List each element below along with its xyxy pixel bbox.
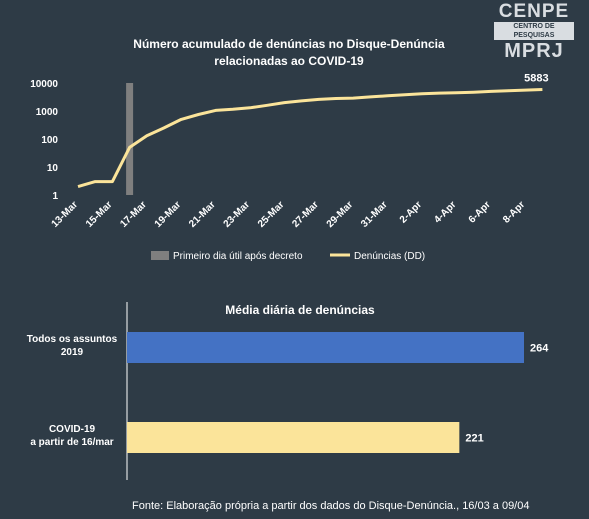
cumulative-complaints-chart: Número acumulado de denúncias no Disque-… xyxy=(30,37,548,262)
y-tick-label: 1 xyxy=(52,191,58,202)
x-tick-label: 6-Apr xyxy=(467,199,493,225)
bar-1 xyxy=(127,422,460,453)
y-tick-label: 1000 xyxy=(36,107,59,118)
bar-value-label: 221 xyxy=(465,433,483,445)
x-tick-label: 17-Mar xyxy=(118,199,149,230)
x-tick-label: 29-Mar xyxy=(325,199,356,230)
x-tick-label: 23-Mar xyxy=(222,199,253,230)
category-label: COVID-19 xyxy=(49,424,96,435)
bar-value-label: 264 xyxy=(530,343,549,355)
x-tick-label: 2-Apr xyxy=(398,199,424,225)
x-tick-label: 19-Mar xyxy=(153,199,184,230)
category-label: a partir de 16/mar xyxy=(30,437,113,448)
data-label-last: 5883 xyxy=(524,72,548,84)
x-tick-label: 27-Mar xyxy=(290,199,321,230)
logo-line-1: CENPE xyxy=(498,1,570,22)
daily-average-chart: Média diária de denúncias 264 Todos os as… xyxy=(27,302,549,480)
y-tick-label: 100 xyxy=(41,135,58,146)
chart-title-line-2: relacionadas ao COVID-19 xyxy=(214,54,364,68)
chart-title-line-1: Número acumulado de denúncias no Disque-… xyxy=(133,37,445,51)
legend-item-bar: Primeiro dia útil após decreto xyxy=(173,251,303,262)
logo-line-2: CENTRO DE PESQUISAS xyxy=(494,22,574,40)
x-tick-label: 21-Mar xyxy=(187,199,218,230)
x-tick-label: 15-Mar xyxy=(84,199,115,230)
legend: Primeiro dia útil após decreto Denúncias… xyxy=(151,251,425,262)
category-label: 2019 xyxy=(61,347,84,358)
legend-item-line: Denúncias (DD) xyxy=(354,251,425,262)
chart2-title: Média diária de denúncias xyxy=(225,303,375,317)
x-tick-label: 25-Mar xyxy=(256,199,287,230)
decree-marker-bar xyxy=(126,83,134,195)
legend-bar-swatch xyxy=(151,251,169,260)
x-tick-label: 13-Mar xyxy=(50,199,81,230)
bar-0 xyxy=(127,332,524,363)
logo-line-3: MPRJ xyxy=(504,40,564,62)
y-tick-label: 10000 xyxy=(30,79,58,90)
series-line-denuncias xyxy=(77,88,543,189)
x-tick-label: 8-Apr xyxy=(501,199,527,225)
cenpe-mprj-logo: CENPE CENTRO DE PESQUISAS MPRJ xyxy=(492,2,576,62)
category-label: Todos os assuntos xyxy=(27,334,118,345)
source-note: Fonte: Elaboração própria a partir dos d… xyxy=(132,500,530,512)
x-tick-label: 4-Apr xyxy=(432,199,458,225)
y-tick-label: 10 xyxy=(47,163,59,174)
x-tick-label: 31-Mar xyxy=(359,199,390,230)
